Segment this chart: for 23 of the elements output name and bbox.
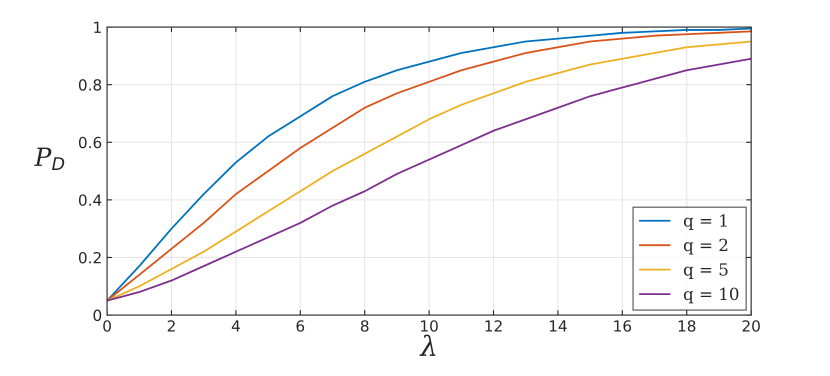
x-tick-label: 18	[678, 320, 696, 332]
x-tick-label: 4	[232, 320, 240, 332]
y-tick-label: 0.4	[78, 194, 102, 206]
x-tick-label: 0	[103, 320, 111, 332]
x-tick-label: 14	[550, 320, 567, 332]
y-tick-label: 1	[94, 22, 101, 33]
y-tick-label: 0.2	[78, 252, 101, 264]
x-tick-label: 8	[360, 320, 369, 332]
x-tick-label: 16	[614, 320, 632, 332]
legend-label: q = 1	[684, 214, 727, 230]
x-tick-label: 20	[742, 320, 760, 332]
y-tick-label: 0.6	[78, 136, 102, 148]
y-tick-label: 0.8	[78, 79, 102, 91]
y-axis-title: P$_{D}$	[34, 148, 64, 170]
legend-label: q = 5	[684, 263, 728, 279]
y-tick-label: 0	[93, 310, 102, 322]
x-tick-label: 12	[485, 320, 502, 332]
legend-label: q = 2	[684, 238, 728, 254]
x-tick-label: 10	[421, 320, 438, 332]
x-axis-title: λ	[419, 334, 436, 356]
x-tick-label: 6	[296, 320, 304, 332]
x-tick-label: 2	[168, 320, 175, 332]
legend-label: q = 10	[684, 288, 738, 304]
